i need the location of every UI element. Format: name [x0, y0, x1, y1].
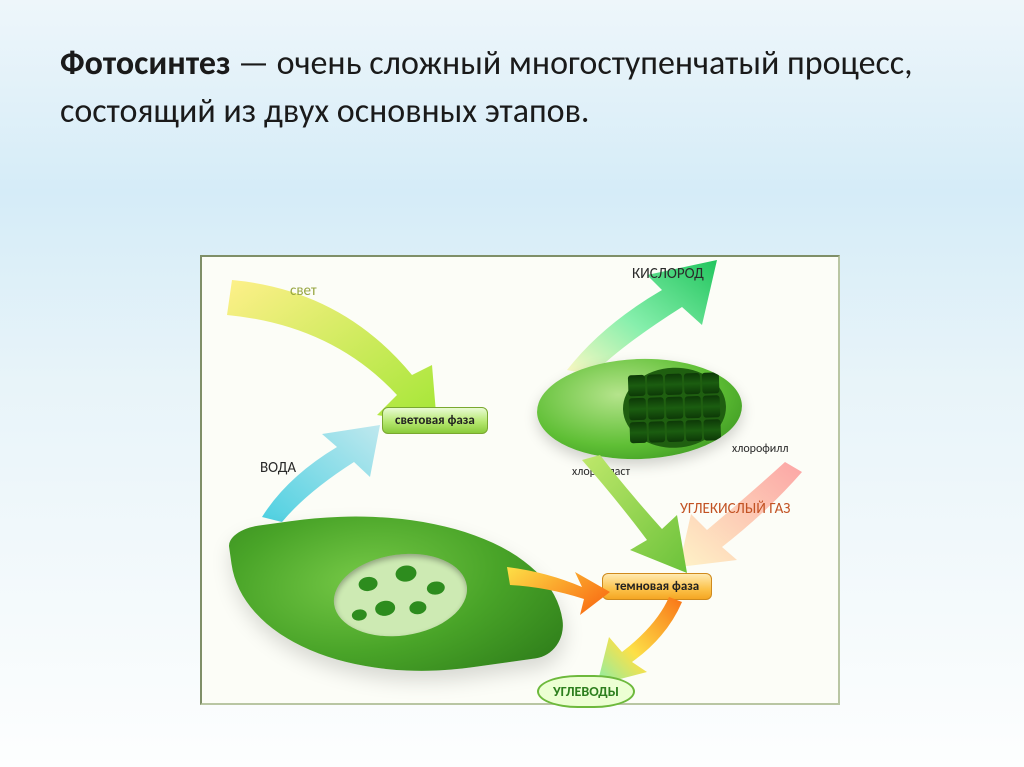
bubble-carbs: УГЛЕВОДЫ	[537, 675, 635, 708]
photosynthesis-diagram: свет КИСЛОРОД хло	[202, 257, 838, 703]
grana-stack	[622, 366, 727, 450]
arrow-from-leaf	[502, 547, 612, 617]
arrow-to-carbs	[597, 597, 697, 687]
label-light: свет	[290, 282, 317, 300]
diagram-frame: свет КИСЛОРОД хло	[200, 255, 840, 705]
label-water: ВОДА	[260, 459, 296, 477]
leaf-cutaway	[328, 545, 472, 645]
label-chlorophyll: хлорофилл	[732, 442, 789, 456]
slide-title: Фотосинтез — очень сложный многоступенча…	[60, 40, 964, 135]
pill-dark-phase: темновая фаза	[602, 573, 712, 600]
label-oxygen: КИСЛОРОД	[632, 265, 704, 283]
pill-light-phase: световая фаза	[382, 407, 488, 434]
arrow-light	[222, 275, 452, 425]
title-bold: Фотосинтез	[60, 43, 230, 84]
label-co2: УГЛЕКИСЛЫЙ ГАЗ	[680, 500, 790, 518]
